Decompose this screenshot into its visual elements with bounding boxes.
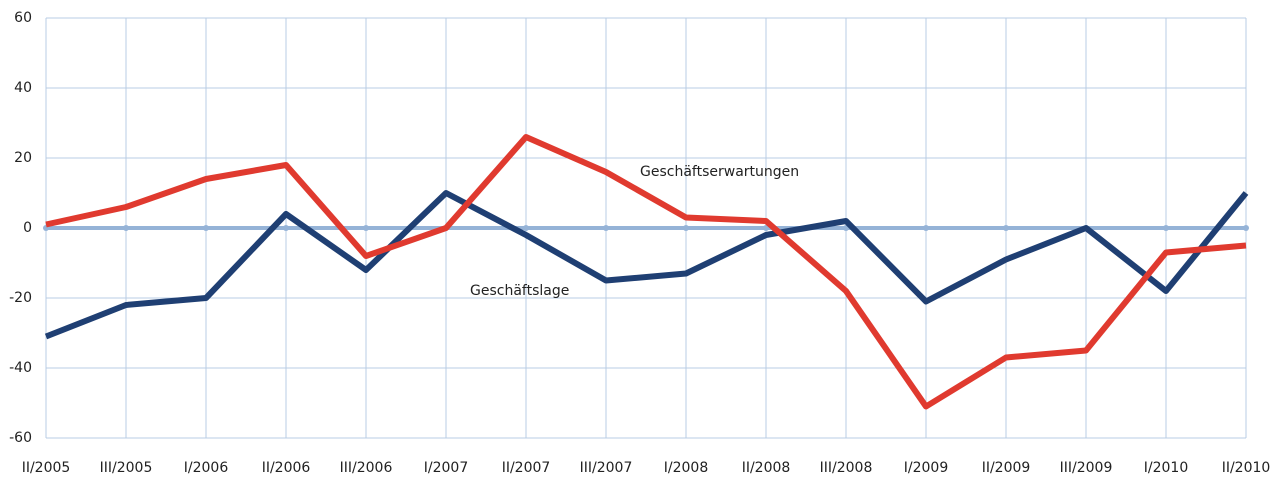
series-line: [45, 134, 1247, 410]
x-tick-label: III/2006: [340, 460, 393, 476]
y-tick-label: 40: [14, 80, 32, 96]
axis-dot: [603, 225, 609, 231]
x-tick-label: II/2009: [982, 460, 1031, 476]
y-tick-label: -20: [9, 290, 32, 306]
x-tick-label: I/2009: [904, 460, 948, 476]
axis-dot: [923, 225, 929, 231]
axis-dot: [1003, 225, 1009, 231]
axis-dot: [683, 225, 689, 231]
y-tick-label: -60: [9, 430, 32, 446]
x-tick-label: II/2007: [502, 460, 551, 476]
x-tick-label: II/2005: [22, 460, 71, 476]
series-label: Geschäftslage: [470, 283, 569, 299]
x-tick-label: I/2006: [184, 460, 229, 476]
x-tick-label: I/2007: [424, 460, 468, 476]
x-tick-label: II/2010: [1222, 460, 1271, 476]
y-tick-label: 20: [14, 150, 32, 166]
x-tick-label: II/2006: [262, 460, 311, 476]
axis-dot: [1163, 225, 1169, 231]
x-tick-label: III/2007: [580, 460, 633, 476]
axis-dot: [1243, 225, 1249, 231]
axis-dot: [523, 225, 529, 231]
x-tick-label: II/2008: [742, 460, 791, 476]
axis-dot: [283, 225, 289, 231]
x-tick-label: III/2009: [1060, 460, 1113, 476]
series-line: [44, 190, 1249, 340]
axis-dot: [763, 225, 769, 231]
x-tick-label: III/2008: [820, 460, 873, 476]
x-tick-label: I/2008: [664, 460, 708, 476]
series-label: Geschäftserwartungen: [640, 164, 799, 180]
x-tick-label: I/2010: [1144, 460, 1188, 476]
y-tick-label: 0: [23, 220, 32, 236]
x-tick-label: III/2005: [100, 460, 153, 476]
axis-dot: [123, 225, 129, 231]
axis-dot: [363, 225, 369, 231]
axis-dot: [203, 225, 209, 231]
y-tick-label: 60: [14, 10, 32, 26]
y-tick-label: -40: [9, 360, 32, 376]
